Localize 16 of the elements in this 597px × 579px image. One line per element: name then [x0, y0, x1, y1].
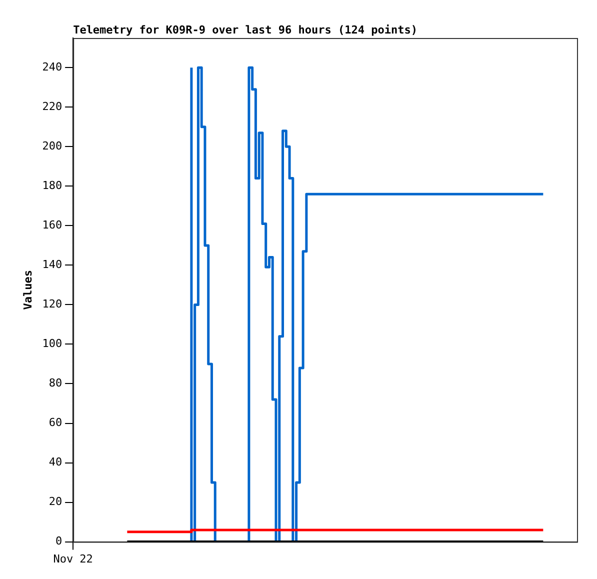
chart-title: Telemetry for K09R-9 over last 96 hours (124 points) — [73, 23, 418, 36]
y-tick-label: 20 — [48, 495, 62, 508]
x-tick-label: Nov 22 — [53, 552, 93, 566]
y-tick-label: 220 — [42, 100, 62, 114]
y-tick-label: 180 — [42, 179, 62, 192]
y-tick-label: 80 — [48, 376, 62, 390]
y-tick-label: 140 — [42, 258, 62, 272]
y-tick-label: 200 — [42, 140, 62, 153]
y-tick-label: 100 — [42, 337, 62, 350]
y-tick-label: 60 — [48, 416, 62, 430]
y-axis-title: Values — [21, 270, 34, 310]
y-tick-label: 120 — [42, 298, 62, 311]
y-tick-label: 0 — [55, 534, 62, 548]
y-tick-label: 160 — [42, 218, 62, 232]
y-tick-label: 40 — [48, 456, 62, 469]
y-tick-label: 240 — [42, 60, 62, 74]
